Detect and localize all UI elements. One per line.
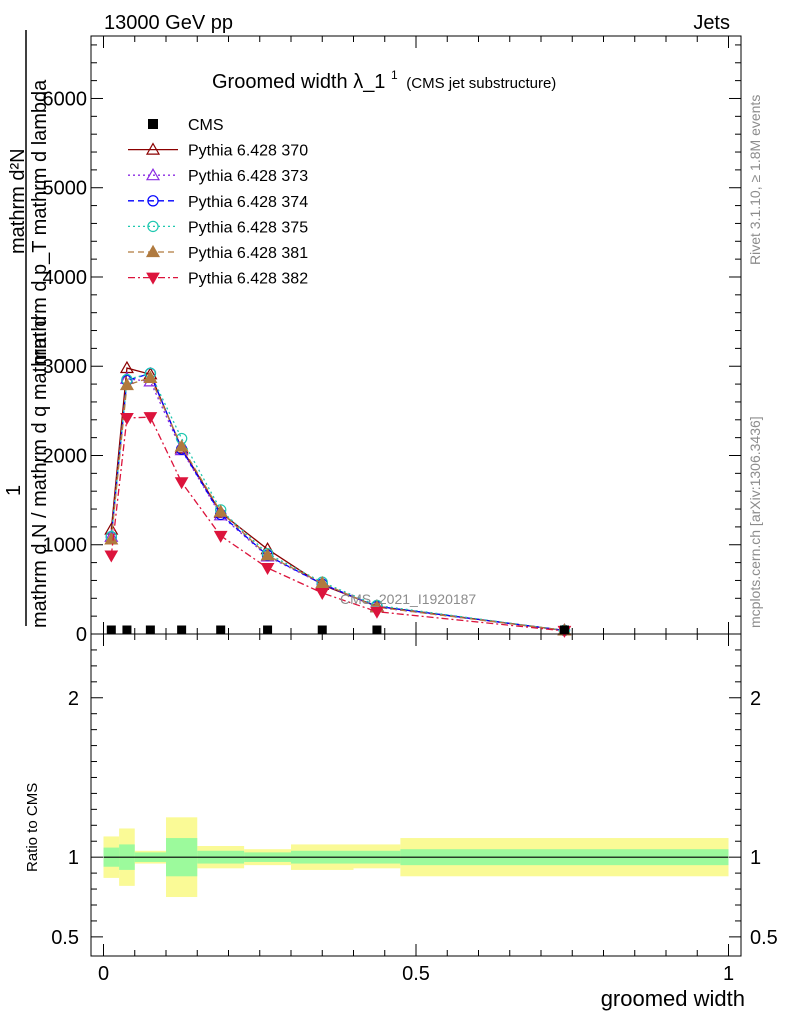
y-tick-label-ratio: 2 — [68, 688, 79, 710]
series-line — [110, 377, 565, 632]
header-energy: 13000 GeV pp — [104, 12, 233, 34]
y-label-one: 1 — [3, 485, 25, 496]
legend-label-5: Pythia 6.428 382 — [188, 271, 308, 288]
series-marker — [143, 370, 158, 383]
series-1 — [104, 371, 572, 636]
data-point — [317, 625, 327, 635]
series-marker — [370, 606, 384, 619]
chart-title-symbol: λ_1 — [353, 71, 385, 93]
y-tick-label-main: 6000 — [43, 88, 88, 110]
y-axis-label-main: mathrm d²N mathrm d p_T mathrm d lambda … — [3, 79, 51, 628]
y-tick-label-main: 4000 — [43, 267, 88, 289]
series-marker — [104, 550, 119, 563]
header-jets: Jets — [693, 12, 730, 34]
y-tick-label-ratio: 1 — [68, 847, 79, 869]
legend-label-0: Pythia 6.428 370 — [188, 143, 308, 160]
series-marker — [174, 477, 189, 490]
series-marker — [147, 220, 159, 233]
series-marker — [174, 439, 189, 452]
x-axis-label: groomed width — [601, 986, 745, 1011]
y-axis-label-ratio: Ratio to CMS — [24, 783, 41, 872]
main-panel: 0 1000 2000 3000 4000 5000 6000 — [43, 35, 742, 646]
x-tick-label: 0 — [98, 963, 109, 985]
data-point — [106, 625, 116, 635]
series-2 — [105, 367, 571, 637]
y-label-denominator: mathrm d p_T mathrm d lambda — [29, 79, 51, 365]
legend-label-3: Pythia 6.428 375 — [188, 219, 308, 236]
legend-cms-marker — [148, 119, 158, 129]
data-point — [559, 625, 569, 635]
series-0 — [104, 360, 572, 636]
series-marker — [260, 548, 275, 561]
chart-title-suffix: (CMS jet substructure) — [406, 75, 556, 92]
cms-data — [106, 625, 569, 635]
y-tick-label-ratio-right: 1 — [750, 847, 761, 869]
series-5 — [104, 412, 572, 638]
ratio-frame — [90, 633, 742, 957]
chart-title: Groomed width λ_1 1 (CMS jet substructur… — [212, 62, 556, 93]
series-marker — [315, 575, 330, 589]
series-marker — [315, 587, 330, 600]
series-marker — [260, 562, 275, 575]
y-tick-label-ratio: 0.5 — [51, 927, 79, 949]
y-tick-label-ratio-right: 2 — [750, 688, 761, 710]
y-tick-label-main: 5000 — [43, 178, 88, 200]
series-marker — [120, 413, 134, 426]
y-tick-label-main: 2000 — [43, 445, 88, 467]
series-line — [110, 372, 565, 632]
legend-cms-label: CMS — [188, 117, 224, 134]
y-tick-label-main: 3000 — [43, 356, 88, 378]
data-point — [372, 625, 382, 635]
rivet-label: Rivet 3.1.10, ≥ 1.8M events — [747, 95, 763, 265]
series-marker — [104, 532, 119, 545]
mcplots-label: mcplots.cern.ch [arXiv:1306.3436] — [747, 416, 763, 628]
series-marker — [147, 195, 159, 207]
data-point — [177, 625, 187, 635]
series-marker — [143, 412, 158, 425]
data-point — [122, 625, 132, 635]
series-marker — [213, 530, 228, 543]
series-marker — [119, 377, 134, 391]
legend: CMS Pythia 6.428 370 Pythia 6.428 373 Pythi… — [128, 117, 308, 288]
chart-title-main: Groomed width — [212, 71, 348, 93]
series-marker — [145, 142, 161, 155]
y-label-numerator: mathrm d²N — [7, 148, 29, 254]
y-tick-label-main: 0 — [76, 624, 87, 646]
legend-label-1: Pythia 6.428 373 — [188, 168, 308, 185]
analysis-watermark: CMS_2021_I1920187 — [340, 591, 476, 607]
series-marker — [146, 272, 160, 285]
x-tick-label: 0.5 — [402, 963, 430, 985]
x-tick-label: 1 — [723, 963, 734, 985]
y-tick-label-ratio-right: 0.5 — [750, 927, 778, 949]
series-4 — [104, 370, 572, 636]
series-marker — [213, 504, 228, 517]
series-line — [110, 378, 565, 632]
series-marker — [145, 167, 161, 181]
series-3 — [105, 367, 571, 637]
series-line — [110, 372, 565, 632]
legend-label-4: Pythia 6.428 381 — [188, 245, 308, 262]
legend-label-2: Pythia 6.428 374 — [188, 194, 308, 211]
y-label-lower: mathrm d N / mathrm d q mathrm d — [29, 316, 51, 628]
chart-title-sup: 1 — [391, 68, 398, 82]
ratio-panel: 0 0.5 1 0.5 0.5 1 1 2 2 — [51, 633, 778, 985]
y-tick-label-main: 1000 — [43, 535, 88, 557]
data-point — [216, 625, 226, 635]
data-point — [263, 625, 273, 635]
series-marker — [145, 244, 161, 258]
data-point — [145, 625, 155, 635]
